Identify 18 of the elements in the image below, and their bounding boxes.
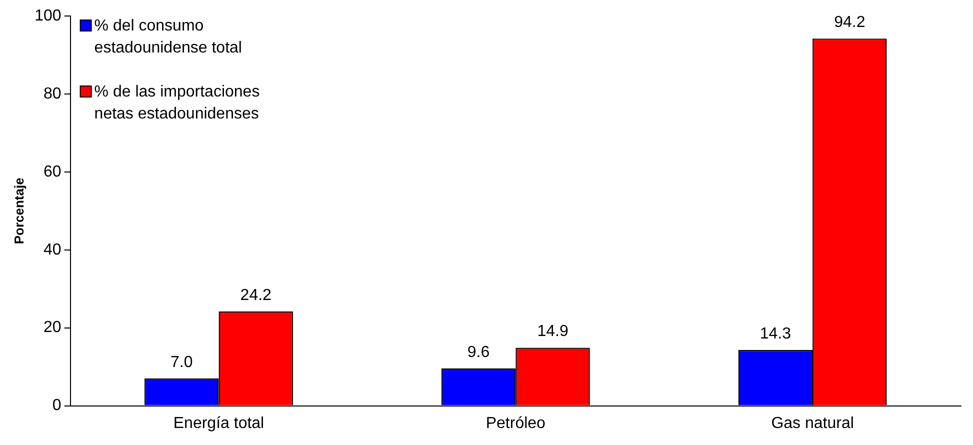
x-tick-label: Petróleo <box>486 414 546 432</box>
y-tick-label: 20 <box>44 319 62 336</box>
y-tick-label: 80 <box>44 85 62 102</box>
data-label: 94.2 <box>834 14 866 32</box>
data-label: 24.2 <box>240 286 272 304</box>
y-tick-label: 0 <box>52 397 62 414</box>
y-tick-label: 60 <box>44 163 62 180</box>
data-label: 9.6 <box>467 344 490 361</box>
y-axis-title: Porcentaje <box>11 178 26 244</box>
x-tick-label: Energía total <box>173 414 264 432</box>
x-tick-label: Gas natural <box>771 414 854 432</box>
legend-label: % del consumo estadounidense total <box>94 17 242 56</box>
y-tick-label: 100 <box>34 7 62 24</box>
data-label: 14.3 <box>760 325 792 342</box>
y-tick-label: 40 <box>44 241 62 258</box>
data-label: 14.9 <box>537 323 568 340</box>
legend-label: % de las importaciones netas estadounidenses <box>94 83 260 122</box>
data-label: 7.0 <box>170 354 193 371</box>
